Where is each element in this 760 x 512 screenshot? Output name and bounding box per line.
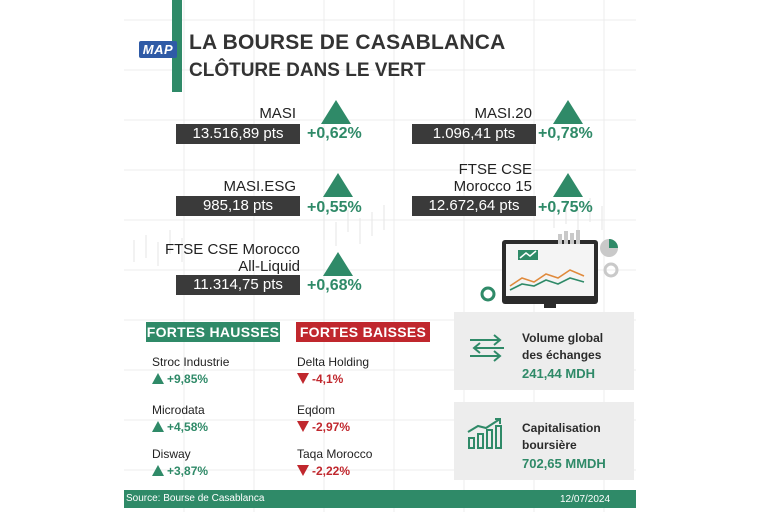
up-triangle-icon (553, 100, 583, 124)
gainer-change: +9,85% (152, 372, 208, 386)
up-triangle-icon (553, 173, 583, 197)
gainer-change: +3,87% (152, 464, 208, 478)
gainers-heading: FORTES HAUSSES (146, 322, 280, 342)
footer-source: Source: Bourse de Casablanca (126, 493, 265, 504)
volume-label: Volume global des échanges (522, 330, 603, 364)
index-name-ftse-allliquid: FTSE CSE Morocco All-Liquid (154, 241, 300, 275)
page-title: LA BOURSE DE CASABLANCA (189, 31, 506, 54)
index-name-ftse-allliquid-line2: All-Liquid (238, 258, 300, 275)
up-triangle-icon (323, 252, 353, 276)
index-name-ftse15-line1: FTSE CSE (458, 161, 532, 178)
capitalisation-panel: Capitalisation boursière 702,65 MMDH (454, 402, 634, 480)
capitalisation-label: Capitalisation boursière (522, 420, 601, 454)
index-change-masi20: +0,78% (538, 125, 593, 142)
up-triangle-icon (323, 173, 353, 197)
loser-change: -2,97% (297, 420, 350, 434)
loser-change-value: -2,97% (312, 420, 351, 434)
index-change-masi: +0,62% (307, 125, 362, 142)
gainer-change-value: +3,87% (167, 464, 209, 478)
volume-label-line2: des échanges (522, 348, 602, 362)
gainer-name: Disway (152, 447, 191, 461)
gainer-change-value: +9,85% (167, 372, 209, 386)
loser-change: -4,1% (297, 372, 343, 386)
page-subtitle: CLÔTURE DANS LE VERT (189, 60, 426, 81)
volume-label-line1: Volume global (522, 331, 604, 345)
index-name-ftse15-line2: Morocco 15 (453, 178, 532, 195)
down-triangle-icon (297, 373, 309, 384)
index-value-ftse-allliquid: 11.314,75 pts (176, 275, 300, 295)
loser-change-value: -2,22% (312, 464, 351, 478)
index-name-masi: MASI (259, 105, 296, 122)
growth-chart-icon (467, 418, 502, 449)
index-name-masiesg: MASI.ESG (223, 178, 296, 195)
index-change-ftse-allliquid: +0,68% (307, 277, 362, 294)
gainer-change-value: +4,58% (167, 420, 209, 434)
volume-value: 241,44 MDH (522, 366, 595, 381)
index-name-masi20: MASI.20 (474, 105, 532, 122)
up-triangle-icon (152, 421, 164, 432)
index-name-ftse15: FTSE CSE Morocco 15 (414, 161, 532, 195)
up-triangle-icon (152, 465, 164, 476)
up-triangle-icon (321, 100, 351, 124)
gainer-name: Microdata (152, 403, 205, 417)
infographic-card: MAP LA BOURSE DE CASABLANCA CLÔTURE DANS… (124, 0, 636, 512)
index-change-masiesg: +0,55% (307, 199, 362, 216)
transfer-arrows-icon (470, 334, 504, 362)
loser-name: Eqdom (297, 403, 336, 417)
volume-panel: Volume global des échanges 241,44 MDH (454, 312, 634, 390)
footer-date: 12/07/2024 (560, 494, 611, 505)
loser-change: -2,22% (297, 464, 350, 478)
footer-bar (124, 490, 636, 508)
accent-bar-top (172, 0, 182, 92)
index-name-ftse-allliquid-line1: FTSE CSE Morocco (164, 241, 300, 258)
gainer-name: Stroc Industrie (152, 355, 230, 369)
losers-heading: FORTES BAISSES (296, 322, 430, 342)
index-value-masi: 13.516,89 pts (176, 124, 300, 144)
capitalisation-label-line1: Capitalisation (522, 421, 601, 435)
map-logo: MAP (139, 41, 177, 58)
index-value-masi20: 1.096,41 pts (412, 124, 536, 144)
index-value-ftse15: 12.672,64 pts (412, 196, 536, 216)
capitalisation-value: 702,65 MMDH (522, 456, 606, 471)
index-value-masiesg: 985,18 pts (176, 196, 300, 216)
down-triangle-icon (297, 421, 309, 432)
capitalisation-label-line2: boursière (522, 438, 577, 452)
down-triangle-icon (297, 465, 309, 476)
loser-change-value: -4,1% (312, 372, 344, 386)
monitor-dashboard-icon (480, 230, 619, 308)
up-triangle-icon (152, 373, 164, 384)
loser-name: Delta Holding (297, 355, 370, 369)
loser-name: Taqa Morocco (297, 447, 373, 461)
index-change-ftse15: +0,75% (538, 199, 593, 216)
gainer-change: +4,58% (152, 420, 208, 434)
